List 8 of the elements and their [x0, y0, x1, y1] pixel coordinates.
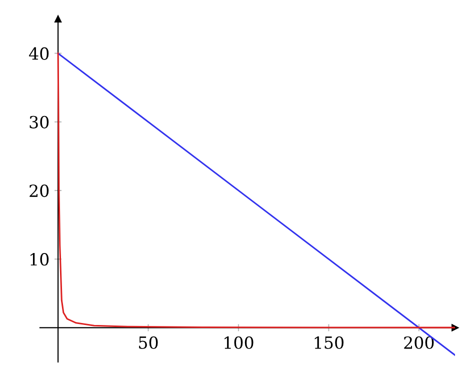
x-tick-label: 200	[404, 336, 434, 349]
y-tick-label: 30	[30, 116, 49, 128]
y-tick-label: 40	[29, 47, 49, 60]
x-tick-label: 100	[224, 336, 254, 349]
y-tick-label: 10	[30, 253, 49, 266]
y-tick-label: 20	[30, 184, 49, 198]
x-tick-label: 50	[139, 336, 158, 349]
x-tick-label: 150	[314, 336, 344, 349]
